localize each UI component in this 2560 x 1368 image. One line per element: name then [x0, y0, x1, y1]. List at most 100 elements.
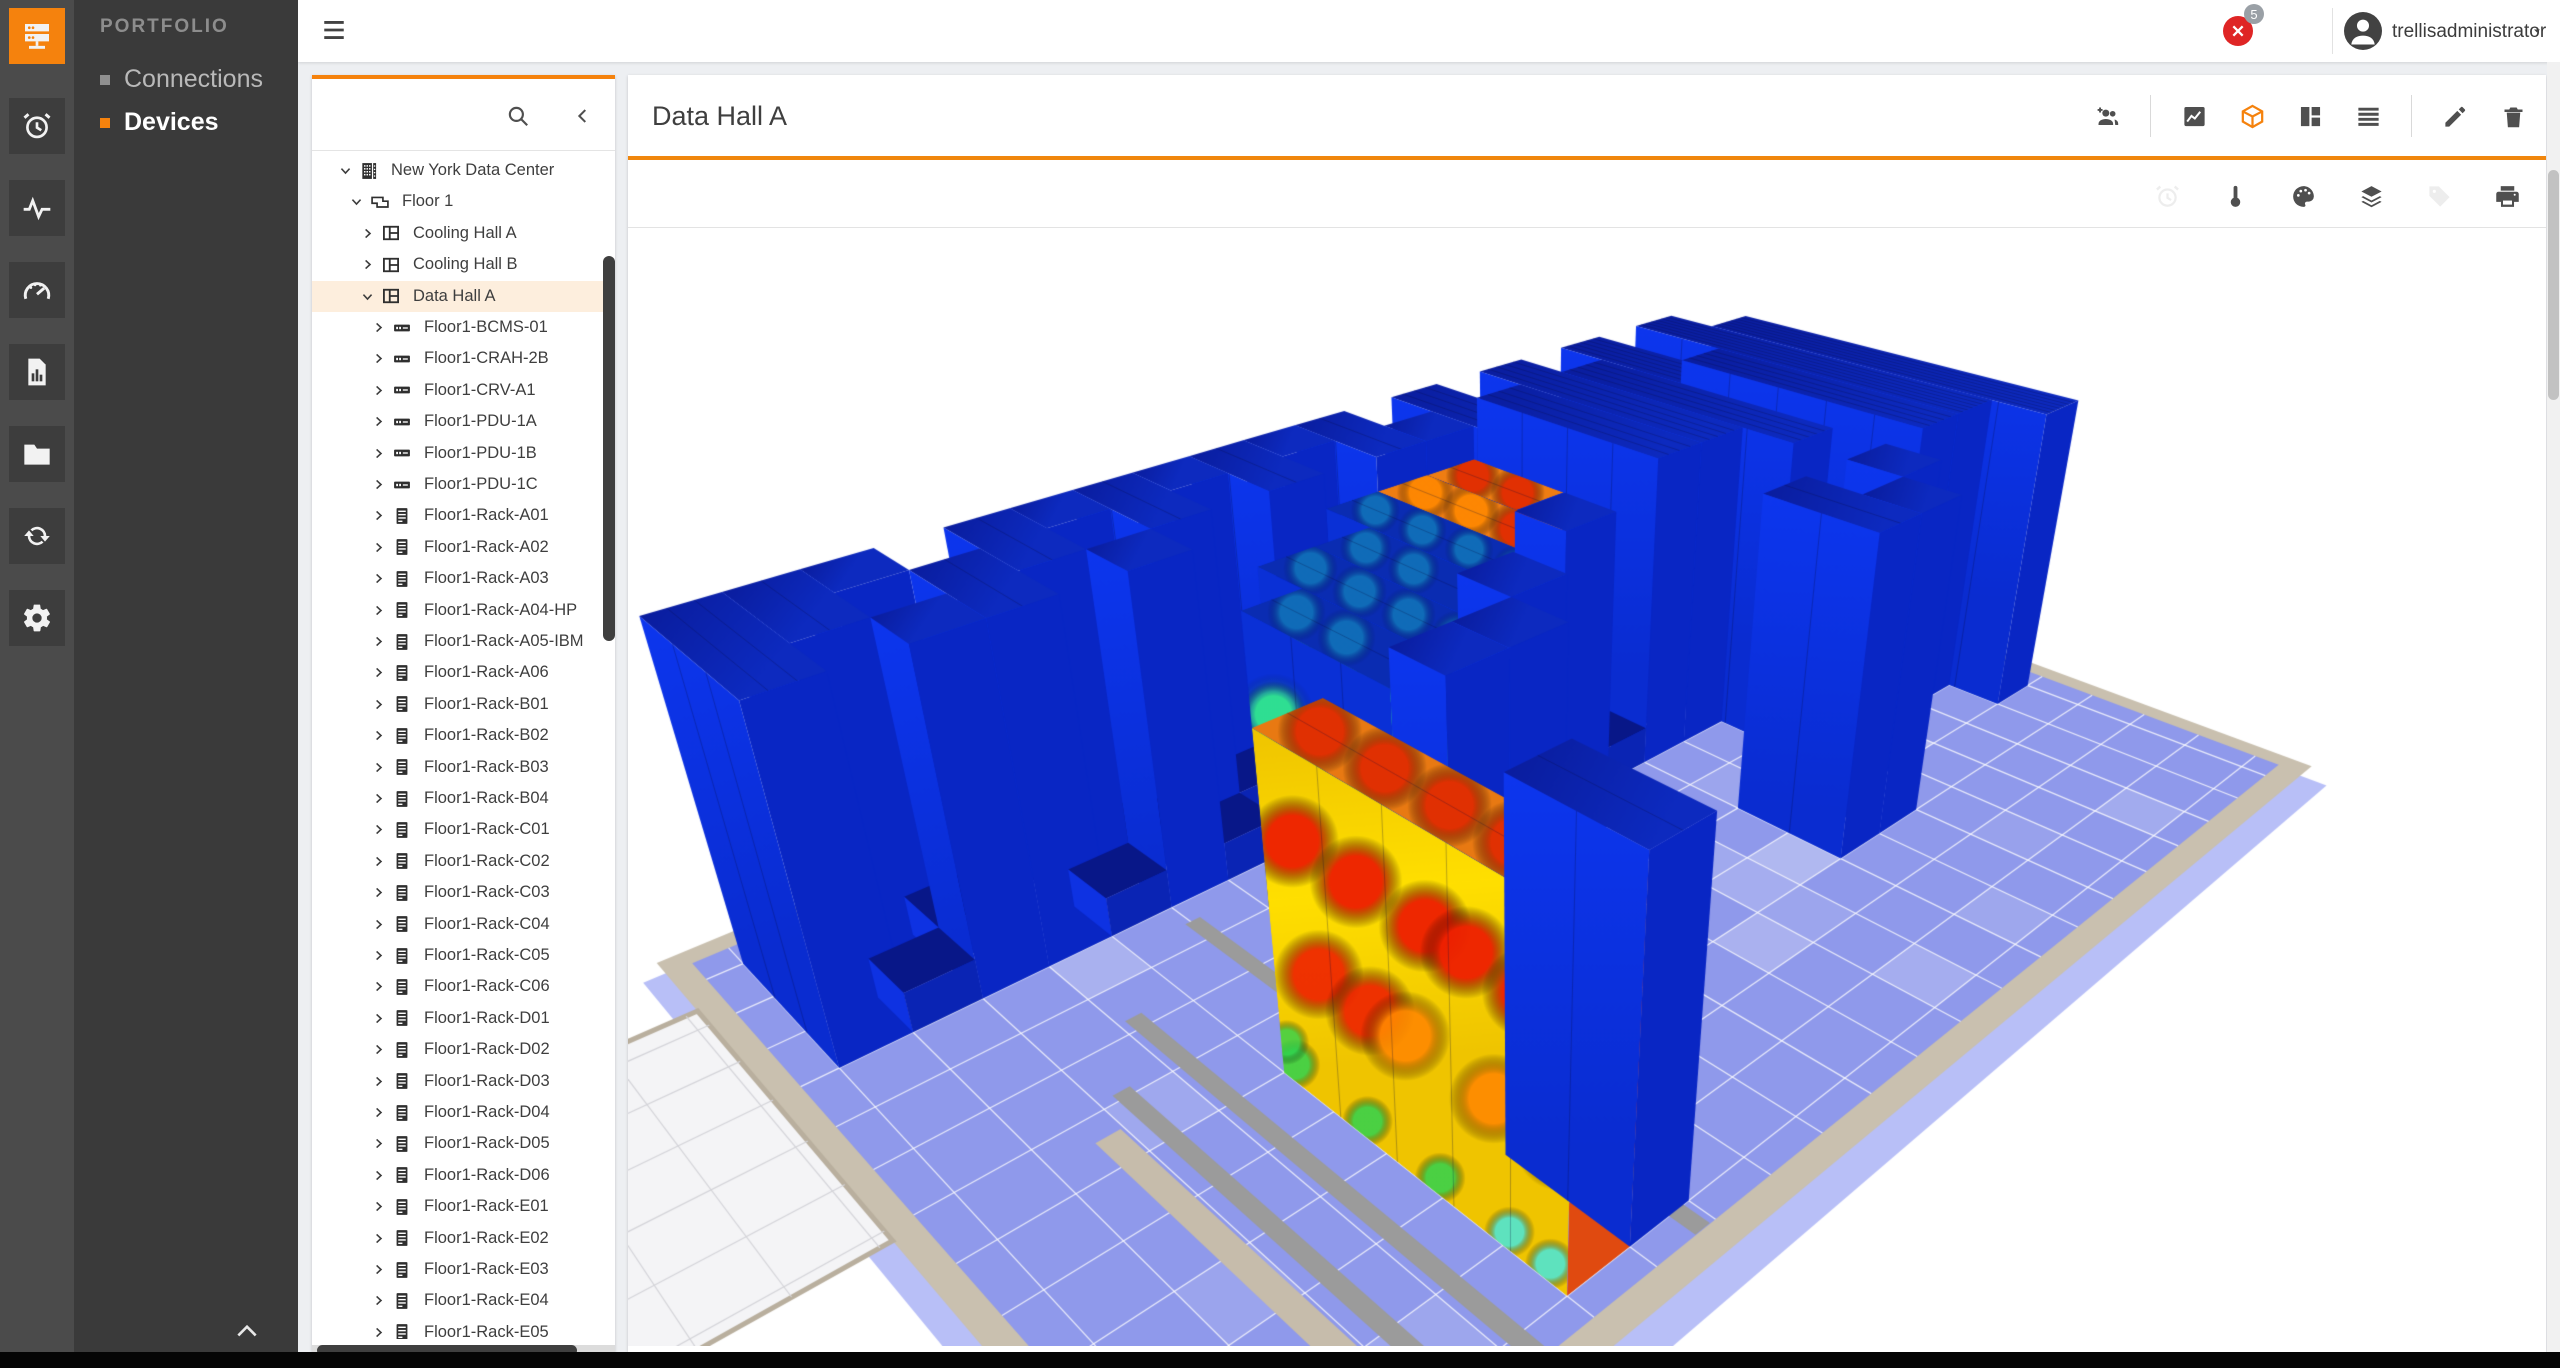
cube-3d-icon[interactable]: [2237, 101, 2267, 131]
tree-item[interactable]: Floor1-Rack-D02: [312, 1034, 615, 1065]
tree-item[interactable]: Floor1-BCMS-01: [312, 312, 615, 343]
tree-item[interactable]: Floor1-Rack-B02: [312, 720, 615, 751]
chevron-right-icon[interactable]: [371, 445, 387, 461]
tree-item[interactable]: Floor1-Rack-D06: [312, 1160, 615, 1191]
chevron-right-icon[interactable]: [360, 225, 376, 241]
tree-item[interactable]: Floor1-PDU-1B: [312, 438, 615, 469]
tree-item[interactable]: Floor1-Rack-D03: [312, 1066, 615, 1097]
tree-item[interactable]: Floor1-PDU-1C: [312, 469, 615, 500]
chevron-right-icon[interactable]: [371, 634, 387, 650]
settings-rail-button[interactable]: [9, 590, 65, 646]
tree-item[interactable]: Floor1-Rack-A01: [312, 500, 615, 531]
chevron-right-icon[interactable]: [371, 1199, 387, 1215]
tree-item[interactable]: Cooling Hall A: [312, 218, 615, 249]
tree-item[interactable]: Floor1-Rack-C05: [312, 940, 615, 971]
tree-item[interactable]: Floor1-Rack-A04-HP: [312, 595, 615, 626]
tree-item[interactable]: Floor1-Rack-B03: [312, 752, 615, 783]
tree-item[interactable]: New York Data Center: [312, 155, 615, 186]
chevron-right-icon[interactable]: [371, 1105, 387, 1121]
tree-item[interactable]: Floor1-PDU-1A: [312, 406, 615, 437]
tree-item[interactable]: Floor1-Rack-C02: [312, 846, 615, 877]
chevron-right-icon[interactable]: [371, 1167, 387, 1183]
chart-icon[interactable]: [2179, 101, 2209, 131]
sidebar-item-connections[interactable]: Connections: [100, 65, 263, 94]
chevron-right-icon[interactable]: [371, 1230, 387, 1246]
chevron-right-icon[interactable]: [360, 257, 376, 273]
activity-rail-button[interactable]: [9, 180, 65, 236]
chevron-right-icon[interactable]: [371, 728, 387, 744]
tree-item[interactable]: Floor1-Rack-D05: [312, 1128, 615, 1159]
chevron-right-icon[interactable]: [371, 885, 387, 901]
chevron-right-icon[interactable]: [371, 791, 387, 807]
tree-item[interactable]: Floor1-Rack-A05-IBM: [312, 626, 615, 657]
page-scrollbar-thumb[interactable]: [2548, 170, 2559, 400]
chevron-down-icon[interactable]: [338, 163, 354, 179]
chevron-right-icon[interactable]: [371, 948, 387, 964]
chevron-right-icon[interactable]: [371, 759, 387, 775]
chevron-right-icon[interactable]: [371, 1010, 387, 1026]
tree-item[interactable]: Floor1-Rack-E05: [312, 1317, 615, 1339]
chevron-right-icon[interactable]: [371, 571, 387, 587]
tree-item[interactable]: Floor1-Rack-A03: [312, 563, 615, 594]
chevron-down-icon[interactable]: [349, 194, 365, 210]
list-icon[interactable]: [2353, 101, 2383, 131]
pencil-icon[interactable]: [2440, 101, 2470, 131]
user-menu-caret-icon[interactable]: [2530, 24, 2544, 42]
collapse-panel-icon[interactable]: [572, 105, 594, 132]
tree-item[interactable]: Cooling Hall B: [312, 249, 615, 280]
chevron-right-icon[interactable]: [371, 382, 387, 398]
chevron-right-icon[interactable]: [371, 320, 387, 336]
chevron-right-icon[interactable]: [371, 351, 387, 367]
trash-icon[interactable]: [2498, 101, 2528, 131]
tree-item[interactable]: Floor1-Rack-E01: [312, 1191, 615, 1222]
username-label[interactable]: trellisadministrator: [2392, 21, 2547, 42]
chevron-right-icon[interactable]: [371, 414, 387, 430]
chevron-right-icon[interactable]: [371, 539, 387, 555]
thermometer-icon[interactable]: [2220, 181, 2250, 211]
chevron-right-icon[interactable]: [371, 979, 387, 995]
chevron-right-icon[interactable]: [371, 853, 387, 869]
tree-item[interactable]: Floor1-Rack-A06: [312, 657, 615, 688]
chevron-right-icon[interactable]: [371, 916, 387, 932]
sidebar-scroll-up-chevron[interactable]: [234, 1321, 260, 1344]
chevron-right-icon[interactable]: [371, 1324, 387, 1339]
tree-item[interactable]: Floor1-Rack-D01: [312, 1003, 615, 1034]
tree-item[interactable]: Floor1-Rack-B01: [312, 689, 615, 720]
layout-icon[interactable]: [2295, 101, 2325, 131]
avatar[interactable]: [2344, 12, 2382, 50]
app-logo[interactable]: [9, 8, 65, 64]
tree-item[interactable]: Floor1-Rack-C06: [312, 971, 615, 1002]
tree-item[interactable]: Floor1-CRAH-2B: [312, 343, 615, 374]
tree-item[interactable]: Floor1-Rack-A02: [312, 532, 615, 563]
chevron-right-icon[interactable]: [371, 696, 387, 712]
chevron-right-icon[interactable]: [371, 1042, 387, 1058]
chevron-right-icon[interactable]: [371, 665, 387, 681]
tree-item[interactable]: Floor1-Rack-B04: [312, 783, 615, 814]
tree-item[interactable]: Data Hall A: [312, 280, 615, 312]
page-scrollbar-track[interactable]: [2547, 62, 2560, 1368]
tree-item[interactable]: Floor1-Rack-E04: [312, 1285, 615, 1316]
tree-item[interactable]: Floor1-Rack-D04: [312, 1097, 615, 1128]
tree-item[interactable]: Floor1-Rack-E03: [312, 1254, 615, 1285]
chevron-right-icon[interactable]: [371, 508, 387, 524]
alarms-rail-button[interactable]: [9, 98, 65, 154]
chevron-right-icon[interactable]: [371, 1073, 387, 1089]
chevron-down-icon[interactable]: [360, 288, 376, 304]
tree-item[interactable]: Floor1-Rack-C03: [312, 877, 615, 908]
files-rail-button[interactable]: [9, 426, 65, 482]
tree-item[interactable]: Floor1-Rack-C01: [312, 814, 615, 845]
menu-hamburger-icon[interactable]: [320, 17, 348, 43]
tree-item[interactable]: Floor1-Rack-E02: [312, 1223, 615, 1254]
reports-rail-button[interactable]: [9, 344, 65, 400]
dashboard-rail-button[interactable]: [9, 262, 65, 318]
add-group-icon[interactable]: [2092, 101, 2122, 131]
tree-item[interactable]: Floor1-CRV-A1: [312, 375, 615, 406]
tree-item[interactable]: Floor1-Rack-C04: [312, 909, 615, 940]
sync-rail-button[interactable]: [9, 508, 65, 564]
chevron-right-icon[interactable]: [371, 1136, 387, 1152]
chevron-right-icon[interactable]: [371, 1262, 387, 1278]
palette-icon[interactable]: [2288, 181, 2318, 211]
chevron-right-icon[interactable]: [371, 602, 387, 618]
printer-icon[interactable]: [2492, 181, 2522, 211]
chevron-right-icon[interactable]: [371, 1293, 387, 1309]
